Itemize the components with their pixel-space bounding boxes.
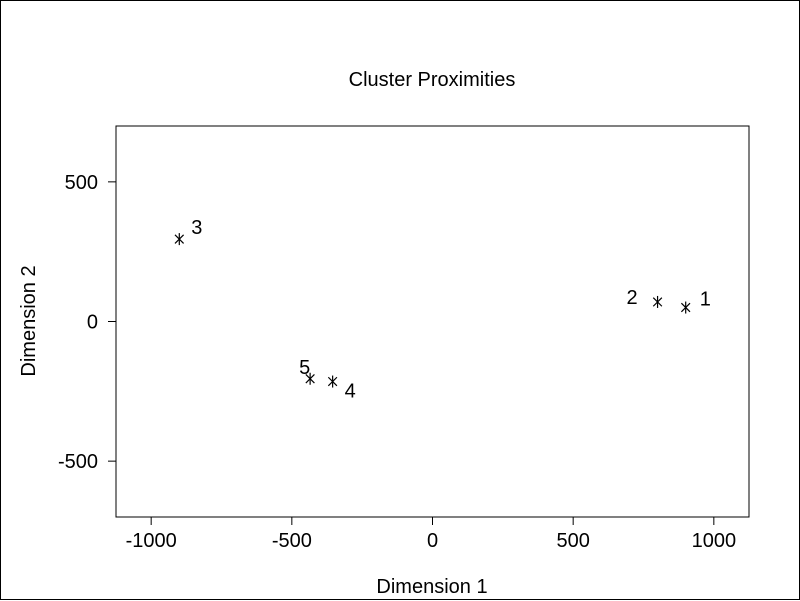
x-tick-label: 0 <box>427 530 438 552</box>
data-point-marker <box>680 301 691 314</box>
data-point-marker <box>327 375 338 388</box>
data-points: 1 2 3 4 5 <box>174 217 711 403</box>
y-tick-label: -500 <box>58 451 98 473</box>
x-tick-label: 500 <box>556 530 589 552</box>
plot-area <box>115 125 750 518</box>
chart-title: Cluster Proximities <box>349 69 516 91</box>
x-tick-label: -500 <box>272 530 312 552</box>
x-tick-label: -1000 <box>126 530 177 552</box>
data-point-marker <box>174 233 185 246</box>
y-axis: -500 0 500 <box>58 172 116 473</box>
x-tick-label: 1000 <box>692 530 737 552</box>
y-tick-label: 500 <box>65 172 98 194</box>
data-point-marker <box>652 295 663 308</box>
x-axis: -1000 -500 0 500 1000 <box>126 517 736 552</box>
data-point-label: 5 <box>299 357 310 379</box>
data-point-label: 4 <box>345 381 356 403</box>
data-point-label: 2 <box>626 287 637 309</box>
x-axis-label: Dimension 1 <box>376 576 487 598</box>
data-point-marker <box>305 372 315 385</box>
data-point-label: 3 <box>191 217 202 239</box>
y-axis-label: Dimension 2 <box>18 265 40 376</box>
data-point-label: 1 <box>700 289 711 311</box>
y-tick-label: 0 <box>87 312 98 334</box>
